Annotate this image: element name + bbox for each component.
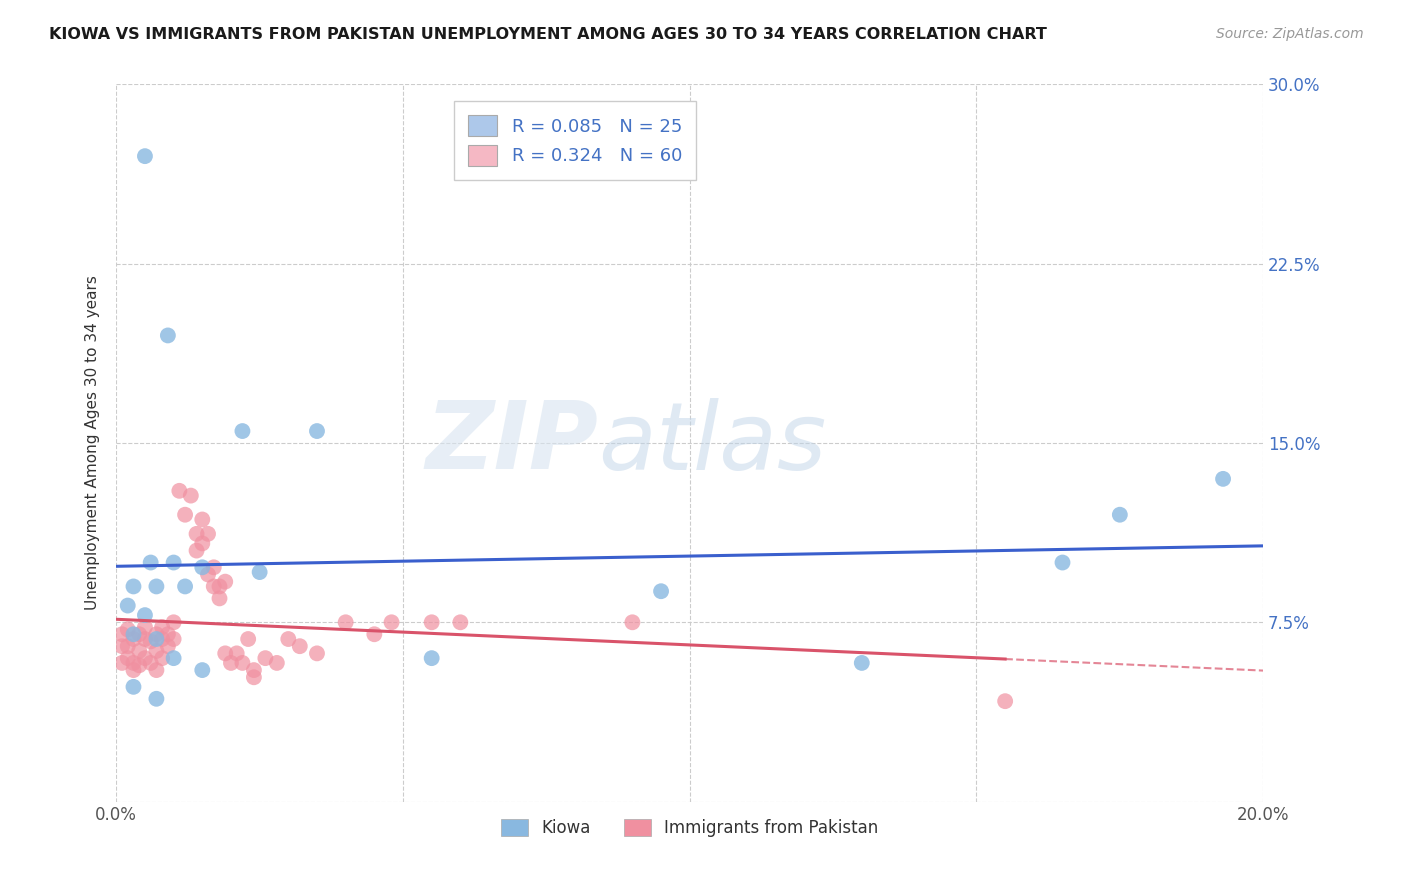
Point: [305, 424, 328, 438]
Point: [197, 526, 219, 541]
Point: [335, 615, 357, 630]
Point: [162, 615, 184, 630]
Point: [202, 560, 225, 574]
Point: [134, 632, 156, 646]
Point: [145, 632, 167, 646]
Point: [208, 591, 231, 606]
Point: [420, 651, 443, 665]
Point: [197, 567, 219, 582]
Point: [139, 634, 162, 648]
Text: KIOWA VS IMMIGRANTS FROM PAKISTAN UNEMPLOYMENT AMONG AGES 30 TO 34 YEARS CORRELA: KIOWA VS IMMIGRANTS FROM PAKISTAN UNEMPL…: [49, 27, 1047, 42]
Point: [169, 483, 191, 498]
Point: [380, 615, 402, 630]
Point: [231, 424, 253, 438]
Point: [162, 651, 184, 665]
Point: [117, 639, 139, 653]
Point: [288, 639, 311, 653]
Text: ZIP: ZIP: [425, 397, 598, 489]
Point: [180, 489, 202, 503]
Legend: Kiowa, Immigrants from Pakistan: Kiowa, Immigrants from Pakistan: [495, 812, 884, 844]
Point: [145, 579, 167, 593]
Text: atlas: atlas: [598, 398, 827, 489]
Point: [122, 632, 145, 646]
Point: [994, 694, 1017, 708]
Point: [134, 651, 156, 665]
Point: [174, 508, 197, 522]
Point: [219, 656, 242, 670]
Point: [150, 651, 173, 665]
Point: [134, 149, 156, 163]
Point: [128, 644, 150, 658]
Point: [208, 579, 231, 593]
Point: [231, 656, 253, 670]
Point: [186, 526, 208, 541]
Point: [162, 632, 184, 646]
Point: [254, 651, 277, 665]
Text: Source: ZipAtlas.com: Source: ZipAtlas.com: [1216, 27, 1364, 41]
Point: [150, 632, 173, 646]
Point: [202, 579, 225, 593]
Point: [145, 644, 167, 658]
Point: [650, 584, 672, 599]
Point: [111, 639, 134, 653]
Point: [191, 512, 214, 526]
Point: [214, 646, 236, 660]
Point: [117, 623, 139, 637]
Point: [122, 579, 145, 593]
Point: [420, 615, 443, 630]
Point: [156, 328, 179, 343]
Point: [214, 574, 236, 589]
Y-axis label: Unemployment Among Ages 30 to 34 years: Unemployment Among Ages 30 to 34 years: [86, 276, 100, 610]
Point: [156, 639, 179, 653]
Point: [1052, 556, 1074, 570]
Point: [117, 599, 139, 613]
Point: [243, 663, 266, 677]
Point: [139, 656, 162, 670]
Point: [139, 556, 162, 570]
Point: [145, 691, 167, 706]
Point: [191, 536, 214, 550]
Point: [191, 663, 214, 677]
Point: [1212, 472, 1234, 486]
Point: [851, 656, 873, 670]
Point: [145, 663, 167, 677]
Point: [122, 627, 145, 641]
Point: [225, 646, 247, 660]
Point: [238, 632, 260, 646]
Point: [111, 656, 134, 670]
Point: [277, 632, 299, 646]
Point: [122, 656, 145, 670]
Point: [111, 627, 134, 641]
Point: [1108, 508, 1130, 522]
Point: [249, 565, 271, 579]
Point: [266, 656, 288, 670]
Point: [162, 556, 184, 570]
Point: [134, 608, 156, 623]
Point: [150, 620, 173, 634]
Point: [305, 646, 328, 660]
Point: [186, 543, 208, 558]
Point: [117, 651, 139, 665]
Point: [145, 627, 167, 641]
Point: [128, 627, 150, 641]
Point: [134, 620, 156, 634]
Point: [128, 658, 150, 673]
Point: [122, 663, 145, 677]
Point: [621, 615, 644, 630]
Point: [122, 680, 145, 694]
Point: [174, 579, 197, 593]
Point: [363, 627, 385, 641]
Point: [243, 670, 266, 684]
Point: [449, 615, 471, 630]
Point: [156, 627, 179, 641]
Point: [191, 560, 214, 574]
